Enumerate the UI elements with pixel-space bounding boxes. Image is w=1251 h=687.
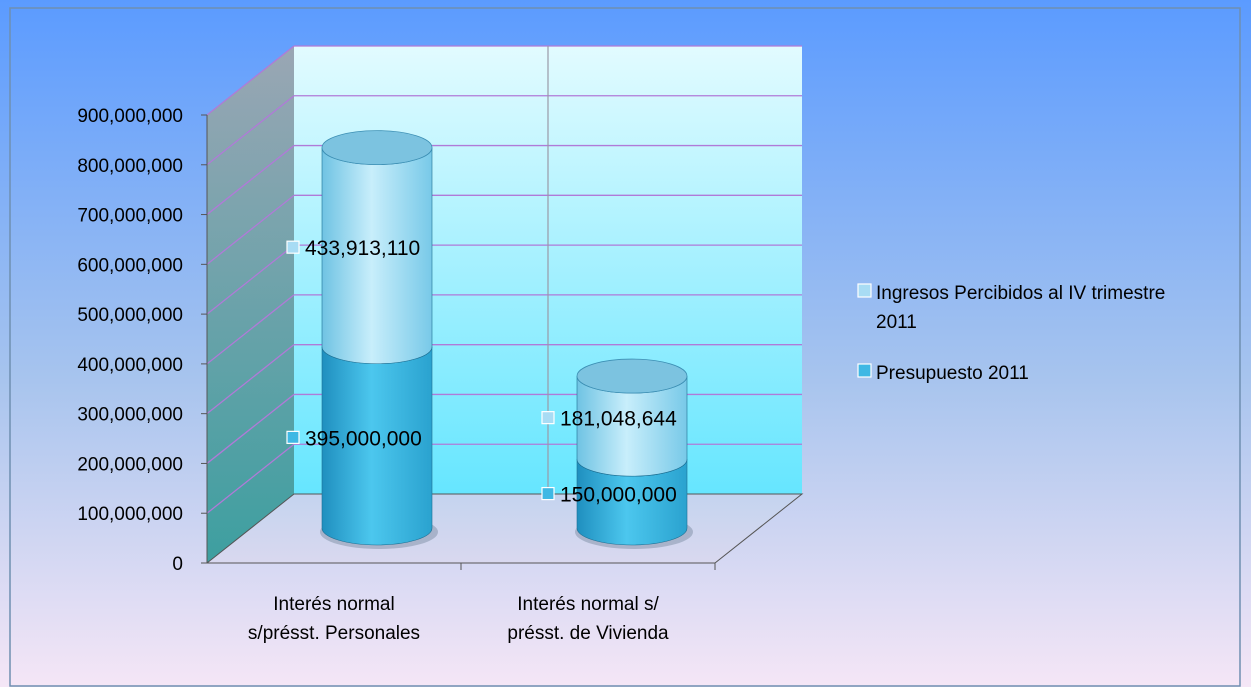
- legend: Ingresos Percibidos al IV trimestre 2011 P…: [857, 283, 1165, 384]
- legend-swatch: [857, 283, 872, 298]
- legend-item: Presupuesto 2011: [857, 363, 1029, 384]
- gridline-side: [206, 244, 295, 315]
- plot-floor: [207, 494, 802, 563]
- cylinder-stack: [320, 130, 438, 549]
- x-category-label: s/présst. Personales: [248, 623, 420, 644]
- data-label: 181,048,644: [560, 408, 677, 431]
- y-tick-label: 500,000,000: [77, 305, 183, 326]
- y-tick-label: 300,000,000: [77, 405, 183, 426]
- y-tick-label: 100,000,000: [77, 504, 183, 525]
- legend-swatch: [857, 363, 872, 378]
- y-tick-label: 600,000,000: [77, 255, 183, 276]
- y-tick-label: 800,000,000: [77, 156, 183, 177]
- legend-label: Presupuesto 2011: [876, 363, 1029, 384]
- y-tick-label: 0: [172, 554, 183, 575]
- data-label-marker: [541, 411, 555, 425]
- y-tick-label: 400,000,000: [77, 355, 183, 376]
- cylinders: [320, 130, 693, 549]
- chart-border: [9, 7, 1241, 687]
- gridline-side: [206, 443, 295, 514]
- x-category-label: Interés normal s/: [517, 594, 659, 615]
- x-category-label: Interés normal: [273, 594, 394, 615]
- data-label: 395,000,000: [305, 427, 422, 450]
- y-axis-ticks: 0 100,000,000 200,000,000 300,000,000 400,00…: [77, 106, 716, 575]
- data-label: 150,000,000: [560, 484, 677, 507]
- data-label-marker: [286, 240, 300, 254]
- y-tick-label: 700,000,000: [77, 206, 183, 227]
- y-tick-label: 200,000,000: [77, 454, 183, 475]
- gridline-side: [206, 294, 295, 365]
- legend-item: Ingresos Percibidos al IV trimestre 2011: [857, 283, 1165, 333]
- data-label-marker: [286, 430, 300, 444]
- plot-side-wall: [207, 46, 294, 563]
- gridline-side: [206, 393, 295, 464]
- data-labels: 395,000,000 433,913,110 150,000,000 181,048…: [286, 237, 677, 507]
- y-tick-label: 900,000,000: [77, 106, 183, 127]
- gridline-side: [206, 95, 295, 166]
- gridline-side: [206, 145, 295, 216]
- legend-label: Ingresos Percibidos al IV trimestre: [876, 283, 1165, 304]
- gridline-side: [206, 194, 295, 265]
- gridline-side: [206, 344, 295, 415]
- cylinder-stack: [575, 358, 693, 549]
- x-category-label: présst. de Vivienda: [507, 623, 669, 644]
- gridline-side: [206, 45, 295, 116]
- data-label-marker: [541, 486, 555, 501]
- cylinder-top: [576, 358, 688, 394]
- data-label: 433,913,110: [305, 237, 420, 260]
- cylinder-top: [321, 130, 433, 166]
- category-labels: Interés normal s/présst. Personales Interé…: [248, 594, 669, 644]
- legend-label: 2011: [876, 312, 917, 333]
